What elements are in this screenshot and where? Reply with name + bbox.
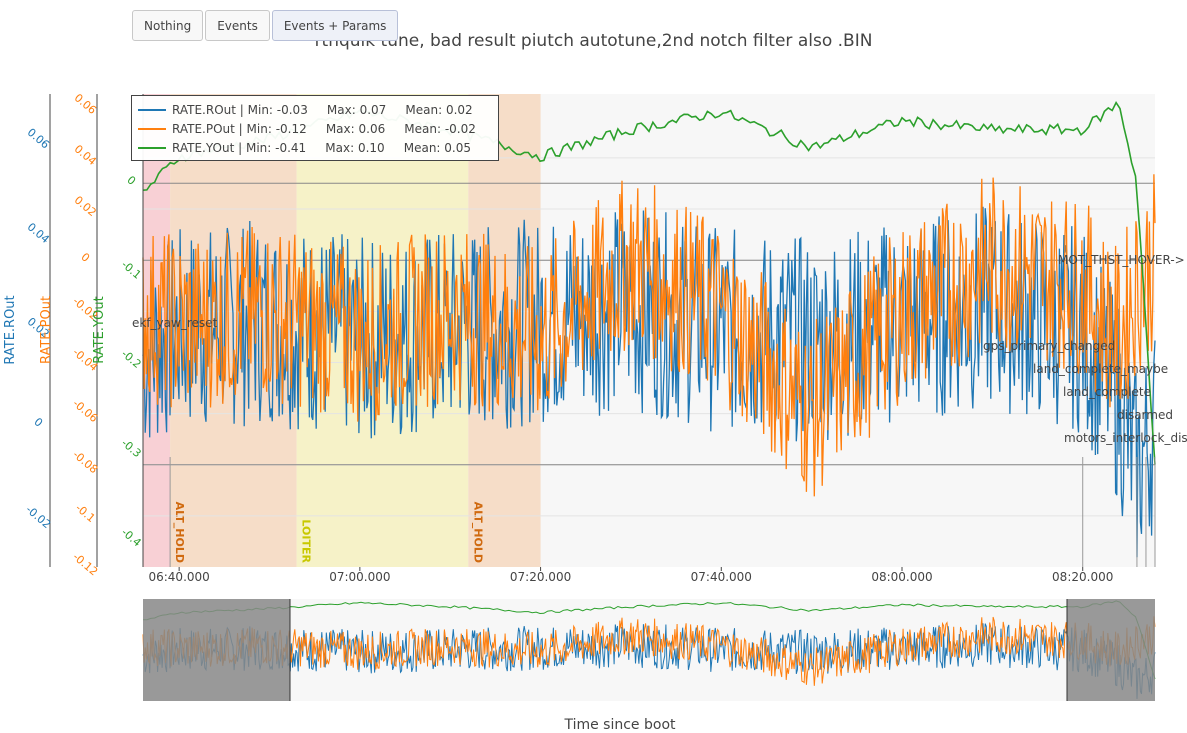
- flight-mode-label: LOITER: [300, 519, 313, 563]
- range-series-rout: [142, 623, 1156, 699]
- legend-swatch-pout: [138, 127, 166, 130]
- series-line-rout[interactable]: [142, 206, 1156, 558]
- y-tick-label: 0: [31, 415, 45, 429]
- range-mask-right[interactable]: [1067, 599, 1155, 701]
- events-params-button[interactable]: Events + Params: [271, 10, 399, 41]
- range-mask-left[interactable]: [143, 599, 290, 701]
- event-label: disarmed: [1117, 408, 1173, 422]
- event-label: land_complete_maybe: [1033, 362, 1168, 376]
- y-tick-label: -0.08: [70, 448, 100, 476]
- x-tick-label: 06:40.000: [148, 570, 209, 584]
- chart-title: rthquik tune, bad result piutch autotune…: [314, 31, 873, 51]
- y-tick-label: 0.04: [72, 142, 99, 168]
- legend-entry-rout[interactable]: RATE.ROut | Min: -0.03 Max: 0.07 Mean: 0…: [138, 100, 498, 119]
- legend-max: 0.10: [357, 140, 385, 155]
- y-axis-title: RATE.ROut: [3, 295, 18, 364]
- y-axis-title: RATE.POut: [39, 296, 54, 364]
- legend-min: -0.41: [275, 140, 307, 155]
- y-tick-label: -0.2: [119, 347, 144, 371]
- range-series-pout: [142, 616, 1156, 686]
- y-tick-label: 0.06: [72, 91, 99, 117]
- series-line-pout[interactable]: [142, 174, 1156, 497]
- mode-button-bar: Nothing Events Events + Params: [132, 10, 399, 41]
- y-tick-label: -0.06: [70, 397, 100, 425]
- y-tick-label: 0: [78, 250, 92, 264]
- legend-mean: -0.02: [444, 121, 476, 136]
- legend-max: 0.06: [358, 121, 386, 136]
- event-label: ekf_yaw_reset: [132, 316, 218, 330]
- legend-name: RATE.ROut: [172, 102, 236, 117]
- events-button[interactable]: Events: [205, 10, 270, 41]
- event-label: motors_interlock_dis: [1064, 431, 1187, 445]
- legend-min: -0.12: [275, 121, 307, 136]
- nothing-button[interactable]: Nothing: [132, 10, 204, 41]
- chart-legend[interactable]: RATE.ROut | Min: -0.03 Max: 0.07 Mean: 0…: [131, 95, 499, 161]
- event-label: land_complete: [1063, 385, 1151, 399]
- legend-min: -0.03: [276, 102, 308, 117]
- y-tick-label: -0.3: [119, 436, 144, 460]
- legend-name: RATE.YOut: [172, 140, 235, 155]
- y-tick-label: 0.04: [25, 220, 52, 246]
- legend-swatch-yout: [138, 146, 166, 149]
- flight-mode-label: ALT_HOLD: [471, 502, 484, 563]
- y-tick-label: 0.02: [72, 194, 99, 220]
- legend-entry-yout[interactable]: RATE.YOut | Min: -0.41 Max: 0.10 Mean: 0…: [138, 138, 498, 157]
- param-label: MOT_THST_HOVER->: [1058, 253, 1185, 267]
- x-axis-title: Time since boot: [564, 717, 676, 733]
- y-tick-label: 0.06: [25, 126, 52, 152]
- legend-max: 0.07: [359, 102, 387, 117]
- flight-mode-label: ALT_HOLD: [173, 502, 186, 563]
- legend-swatch-rout: [138, 108, 166, 111]
- y-tick-label: -0.1: [73, 501, 98, 525]
- y-tick-label: 0: [124, 173, 138, 187]
- legend-mean: 0.02: [445, 102, 473, 117]
- legend-name: RATE.POut: [172, 121, 235, 136]
- x-tick-label: 07:40.000: [691, 570, 752, 584]
- y-tick-label: -0.4: [119, 526, 144, 550]
- x-tick-label: 07:00.000: [329, 570, 390, 584]
- legend-entry-pout[interactable]: RATE.POut | Min: -0.12 Max: 0.06 Mean: -…: [138, 119, 498, 138]
- y-axis-title: RATE.YOut: [92, 296, 107, 363]
- x-tick-label: 07:20.000: [510, 570, 571, 584]
- range-series-yout: [143, 600, 1156, 680]
- legend-mean: 0.05: [444, 140, 471, 155]
- y-tick-label: -0.12: [70, 550, 100, 578]
- event-label: gps_primary_changed: [983, 339, 1115, 353]
- x-tick-label: 08:00.000: [871, 570, 932, 584]
- y-tick-label: -0.1: [119, 258, 144, 282]
- y-tick-label: -0.02: [23, 503, 53, 531]
- x-tick-label: 08:20.000: [1052, 570, 1113, 584]
